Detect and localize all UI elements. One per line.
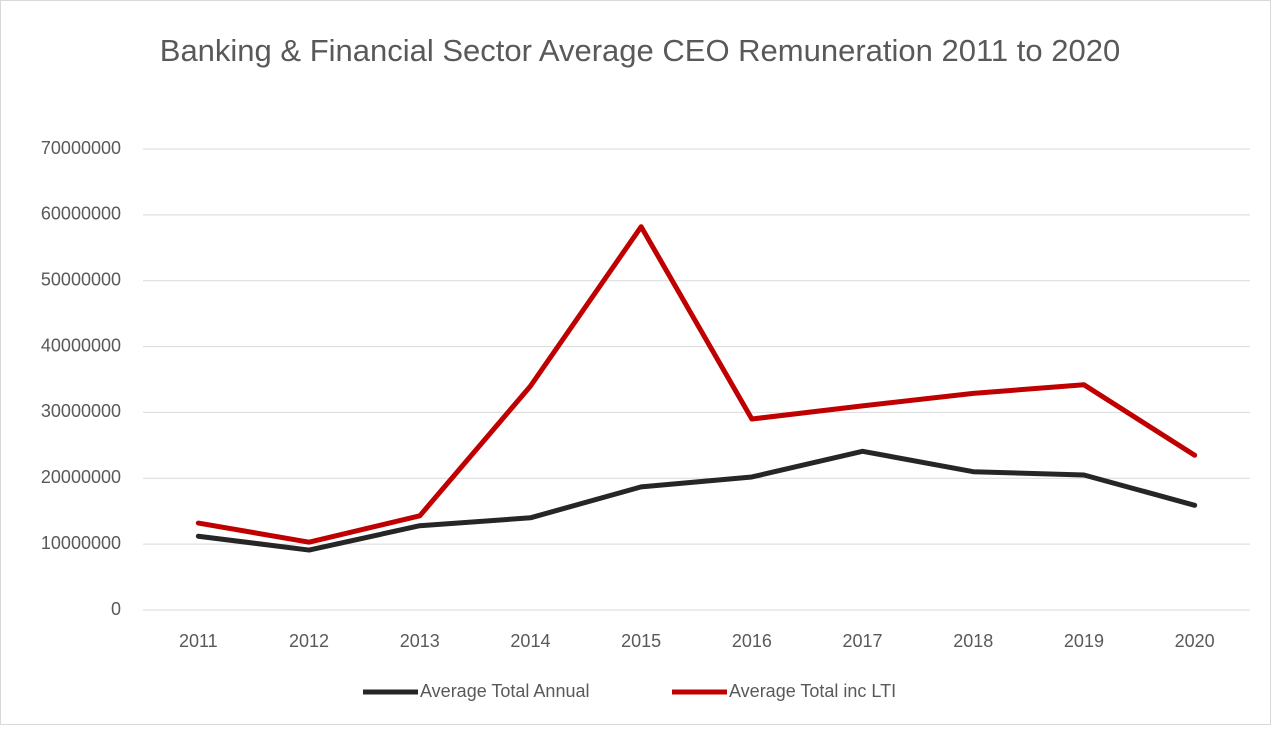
x-tick-label: 2012 [289, 631, 329, 651]
y-tick-label: 40000000 [41, 335, 121, 355]
x-tick-label: 2020 [1175, 631, 1215, 651]
x-tick-label: 2017 [843, 631, 883, 651]
x-tick-label: 2018 [953, 631, 993, 651]
y-tick-label: 0 [111, 599, 121, 619]
x-tick-label: 2016 [732, 631, 772, 651]
x-tick-label: 2015 [621, 631, 661, 651]
x-tick-label: 2019 [1064, 631, 1104, 651]
legend-label: Average Total Annual [420, 681, 589, 701]
y-tick-label: 70000000 [41, 138, 121, 158]
y-tick-label: 10000000 [41, 533, 121, 553]
y-tick-label: 20000000 [41, 467, 121, 487]
y-tick-label: 30000000 [41, 401, 121, 421]
y-tick-label: 60000000 [41, 204, 121, 224]
series-line [195, 448, 1198, 553]
x-tick-label: 2011 [179, 631, 218, 651]
chart-title: Banking & Financial Sector Average CEO R… [159, 33, 1121, 68]
legend-label: Average Total inc LTI [729, 681, 896, 701]
series-line [195, 224, 1198, 545]
y-tick-label: 50000000 [41, 269, 121, 289]
x-tick-label: 2014 [510, 631, 550, 651]
x-tick-label: 2013 [400, 631, 440, 651]
